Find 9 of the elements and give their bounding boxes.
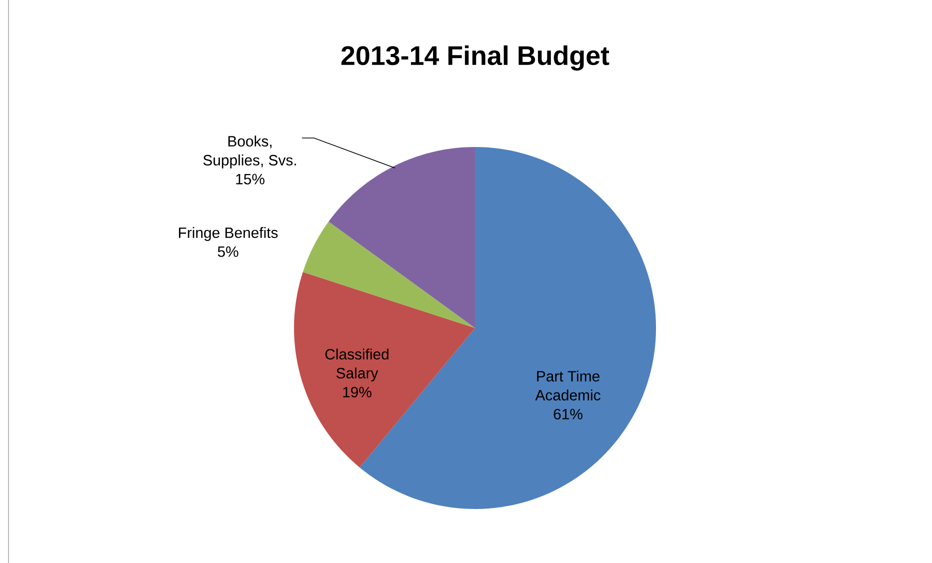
chart-title: 2013-14 Final Budget [341,45,610,71]
data-label: 19% [343,386,372,398]
slice-label: Books, Supplies, Svs. [203,136,296,168]
slice-label: Fringe Benefits [178,227,278,241]
data-label: 15% [236,174,264,184]
data-label: 5% [218,246,238,257]
slice-label: Part Time Academic [535,370,600,400]
slice-label: Classified Salary [325,348,388,382]
data-label: 61% [554,408,582,420]
